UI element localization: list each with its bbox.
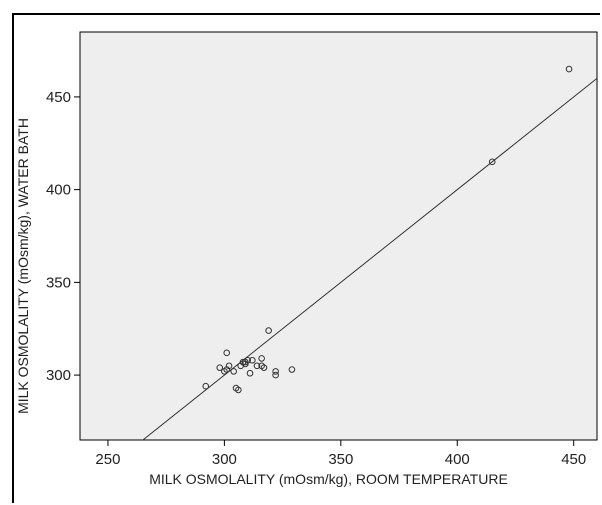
data-point: [235, 386, 242, 394]
data-points: [202, 65, 573, 394]
fit-line-group: [142, 77, 597, 440]
plot-area: [79, 31, 598, 441]
x-tick-label: 450: [561, 451, 586, 468]
data-point: [272, 371, 279, 379]
data-point: [565, 65, 573, 73]
x-tick-label: 350: [328, 451, 353, 468]
x-tick-label: 300: [212, 451, 237, 468]
data-point: [246, 369, 254, 377]
y-tick-label: 450: [46, 89, 71, 106]
data-point: [223, 349, 231, 357]
data-point: [260, 364, 268, 371]
x-axis-label: MILK OSMOLALITY (mOsm/kg), ROOM TEMPERAT…: [149, 471, 508, 487]
y-axis-label: MILK OSMOLALITY (mOsm/kg), WATER BATH: [15, 118, 31, 414]
y-tick-label: 350: [46, 274, 71, 291]
y-tick-label: 300: [46, 367, 71, 384]
data-point: [265, 327, 272, 334]
data-point: [225, 362, 233, 370]
data-point: [216, 364, 224, 371]
data-point: [253, 362, 261, 370]
y-tick-label: 400: [46, 182, 71, 199]
data-point: [288, 366, 296, 373]
x-axis: 250 300 350 400 450: [95, 440, 586, 468]
x-tick-label: 400: [445, 451, 470, 468]
data-point: [202, 382, 210, 390]
data-point: [258, 355, 265, 362]
fit-line: [142, 77, 597, 440]
figure-frame: [12, 13, 600, 503]
data-point: [488, 158, 496, 166]
x-tick-label: 250: [95, 451, 120, 468]
y-axis: 300 350 400 450: [46, 89, 80, 384]
data-point: [244, 356, 251, 364]
data-point: [272, 368, 279, 375]
data-point: [249, 356, 256, 364]
data-point: [230, 368, 238, 375]
